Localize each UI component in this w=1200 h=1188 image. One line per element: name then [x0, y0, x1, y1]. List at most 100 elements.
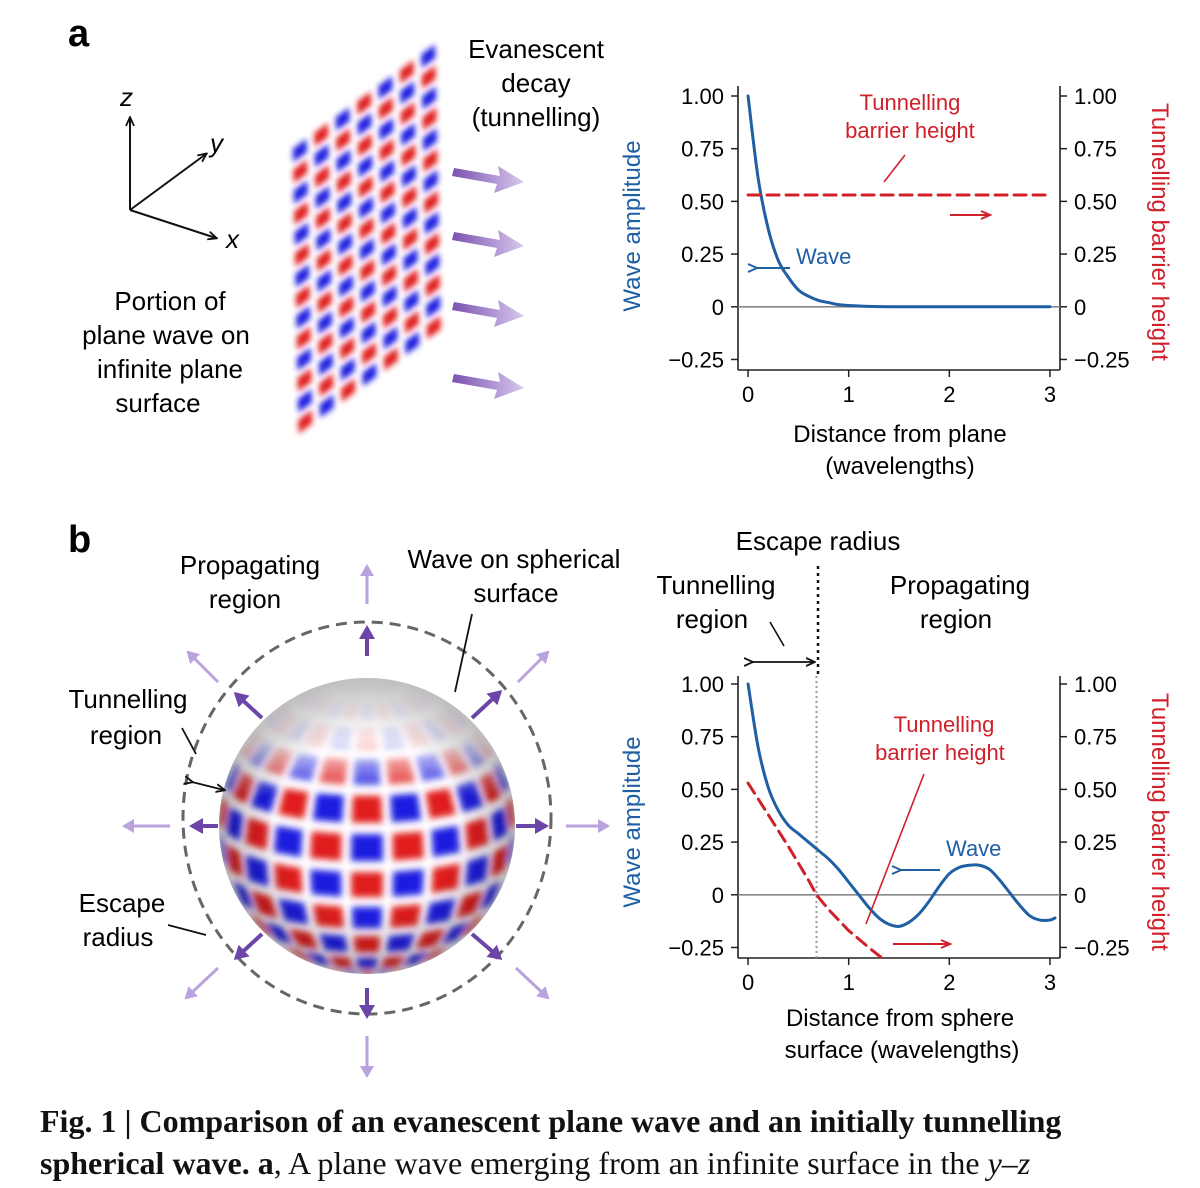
y-axis-arrow	[129, 154, 206, 211]
caption-panel-ref: a	[249, 1145, 274, 1181]
y-tick-label-left: 0.25	[681, 830, 724, 855]
escape-leader	[167, 924, 207, 936]
y-tick-label-right: 0.50	[1074, 189, 1117, 214]
figure-canvas: a z y x Portion of plane wave on infinit…	[68, 13, 1173, 1078]
axes-triad	[130, 118, 216, 238]
wave-cell	[295, 284, 310, 309]
escape-radius-title: Escape radius	[736, 526, 901, 556]
wave-cell	[362, 342, 377, 366]
wave-cell	[424, 211, 439, 235]
y-tick-label-left: 0	[712, 883, 724, 908]
wave-cell	[426, 294, 441, 319]
inner-arrows	[189, 625, 549, 1019]
caption-fig-label: Fig. 1 |	[40, 1103, 140, 1139]
plane-wave-surface	[292, 44, 441, 434]
wave-cell	[378, 76, 393, 100]
y-tick-label-left: −0.25	[668, 935, 724, 960]
y-axis-title-left: Wave amplitude	[619, 140, 646, 311]
barrier-annotation-line: barrier height	[875, 740, 1005, 765]
wave-cell	[297, 347, 312, 371]
wave-amplitude-line	[746, 682, 1057, 928]
wave-cell	[360, 237, 374, 262]
x-tick-label: 1	[843, 382, 855, 407]
wave-cell	[337, 190, 352, 215]
wave-cell	[382, 263, 397, 288]
wave-cell	[360, 279, 375, 303]
wave-cell	[315, 164, 330, 189]
sphere-labels: Propagating region Wave on spherical sur…	[68, 544, 620, 952]
wave-cell	[402, 206, 417, 230]
wave-cell	[400, 102, 415, 126]
x-axis-title-line: surface (wavelengths)	[785, 1037, 1020, 1064]
barrier-annotation-line: Tunnelling	[894, 712, 995, 737]
tunnelling-label-line: Tunnelling	[68, 684, 187, 714]
figure-caption: Fig. 1 | Comparison of an evanescent pla…	[40, 1098, 1190, 1144]
barrier-annotation-line: barrier height	[845, 118, 975, 143]
wave-cell	[401, 164, 416, 188]
plane-caption: Portion of plane wave on infinite plane …	[82, 286, 250, 418]
wave-cell	[319, 394, 334, 418]
wave-cell	[403, 227, 418, 251]
barrier-annotation-line: Tunnelling	[860, 90, 961, 115]
wave-cell	[315, 185, 330, 210]
y-tick-label-left: 1.00	[681, 672, 724, 697]
wave-cell	[339, 274, 353, 298]
panel-a-label: a	[68, 13, 90, 55]
caption-title: Comparison of an evanescent plane wave a…	[139, 1103, 1062, 1139]
wave-cell	[361, 300, 376, 324]
wave-cell	[380, 180, 395, 204]
wave-cell	[315, 206, 330, 230]
wave-cell	[422, 86, 437, 110]
wave-cell	[292, 138, 307, 163]
y-tick-label-right: 0.25	[1074, 830, 1117, 855]
wave-cell	[423, 169, 438, 194]
propagation-arrow	[514, 966, 550, 1000]
wave-cell	[378, 96, 393, 121]
header-leader	[769, 621, 785, 647]
wave-cell	[383, 305, 398, 329]
wave-cell	[381, 242, 396, 267]
wave-cell	[295, 264, 310, 288]
propagating-region-label-line: Propagating	[890, 570, 1030, 600]
wave-cell	[401, 143, 416, 168]
wave-cell	[422, 128, 437, 152]
wave-cell	[339, 295, 354, 319]
decay-arrow	[452, 166, 524, 193]
decay-arrow	[452, 300, 524, 327]
y-tick-label-left: 0.25	[681, 242, 724, 267]
wave-cell	[379, 117, 394, 142]
wave-cell	[316, 248, 331, 272]
wave-cell	[425, 232, 440, 256]
wave-cell	[314, 123, 329, 147]
y-tick-label-left: 1.00	[681, 84, 724, 109]
y-tick-label-right: 0	[1074, 295, 1086, 320]
y-axis-title-right: Tunnelling barrier height	[1146, 693, 1173, 951]
wave-cell	[359, 216, 374, 241]
x-axis-title-line: Distance from plane	[793, 421, 1006, 448]
wave-cell	[404, 268, 419, 293]
x-tick-label: 2	[943, 382, 955, 407]
plane-caption-line: surface	[115, 388, 200, 418]
wave-surface-label-line: Wave on spherical	[408, 544, 621, 574]
wave-cell	[359, 196, 374, 220]
y-axis-label: y	[208, 128, 225, 158]
surface-arrow	[470, 689, 503, 720]
x-tick-label: 1	[843, 970, 855, 995]
wave-cell	[423, 148, 438, 173]
decay-arrow	[452, 230, 524, 257]
wave-cell	[318, 352, 333, 376]
decay-caption-line: decay	[501, 68, 570, 98]
wave-cell	[341, 378, 356, 402]
tunnelling-region-label-line: region	[676, 604, 748, 634]
propagating-label-line: Propagating	[180, 550, 320, 580]
x-tick-label: 0	[742, 970, 754, 995]
wave-cell	[316, 227, 331, 251]
wave-cell	[294, 201, 309, 225]
escape-label-line: radius	[83, 922, 154, 952]
tunnelling-leader	[181, 727, 197, 755]
wave-cell	[336, 128, 351, 152]
y-tick-label-left: 0.50	[681, 777, 724, 802]
wave-cell	[426, 315, 441, 340]
wave-cell	[360, 258, 375, 282]
y-axis-title-left: Wave amplitude	[619, 736, 646, 907]
